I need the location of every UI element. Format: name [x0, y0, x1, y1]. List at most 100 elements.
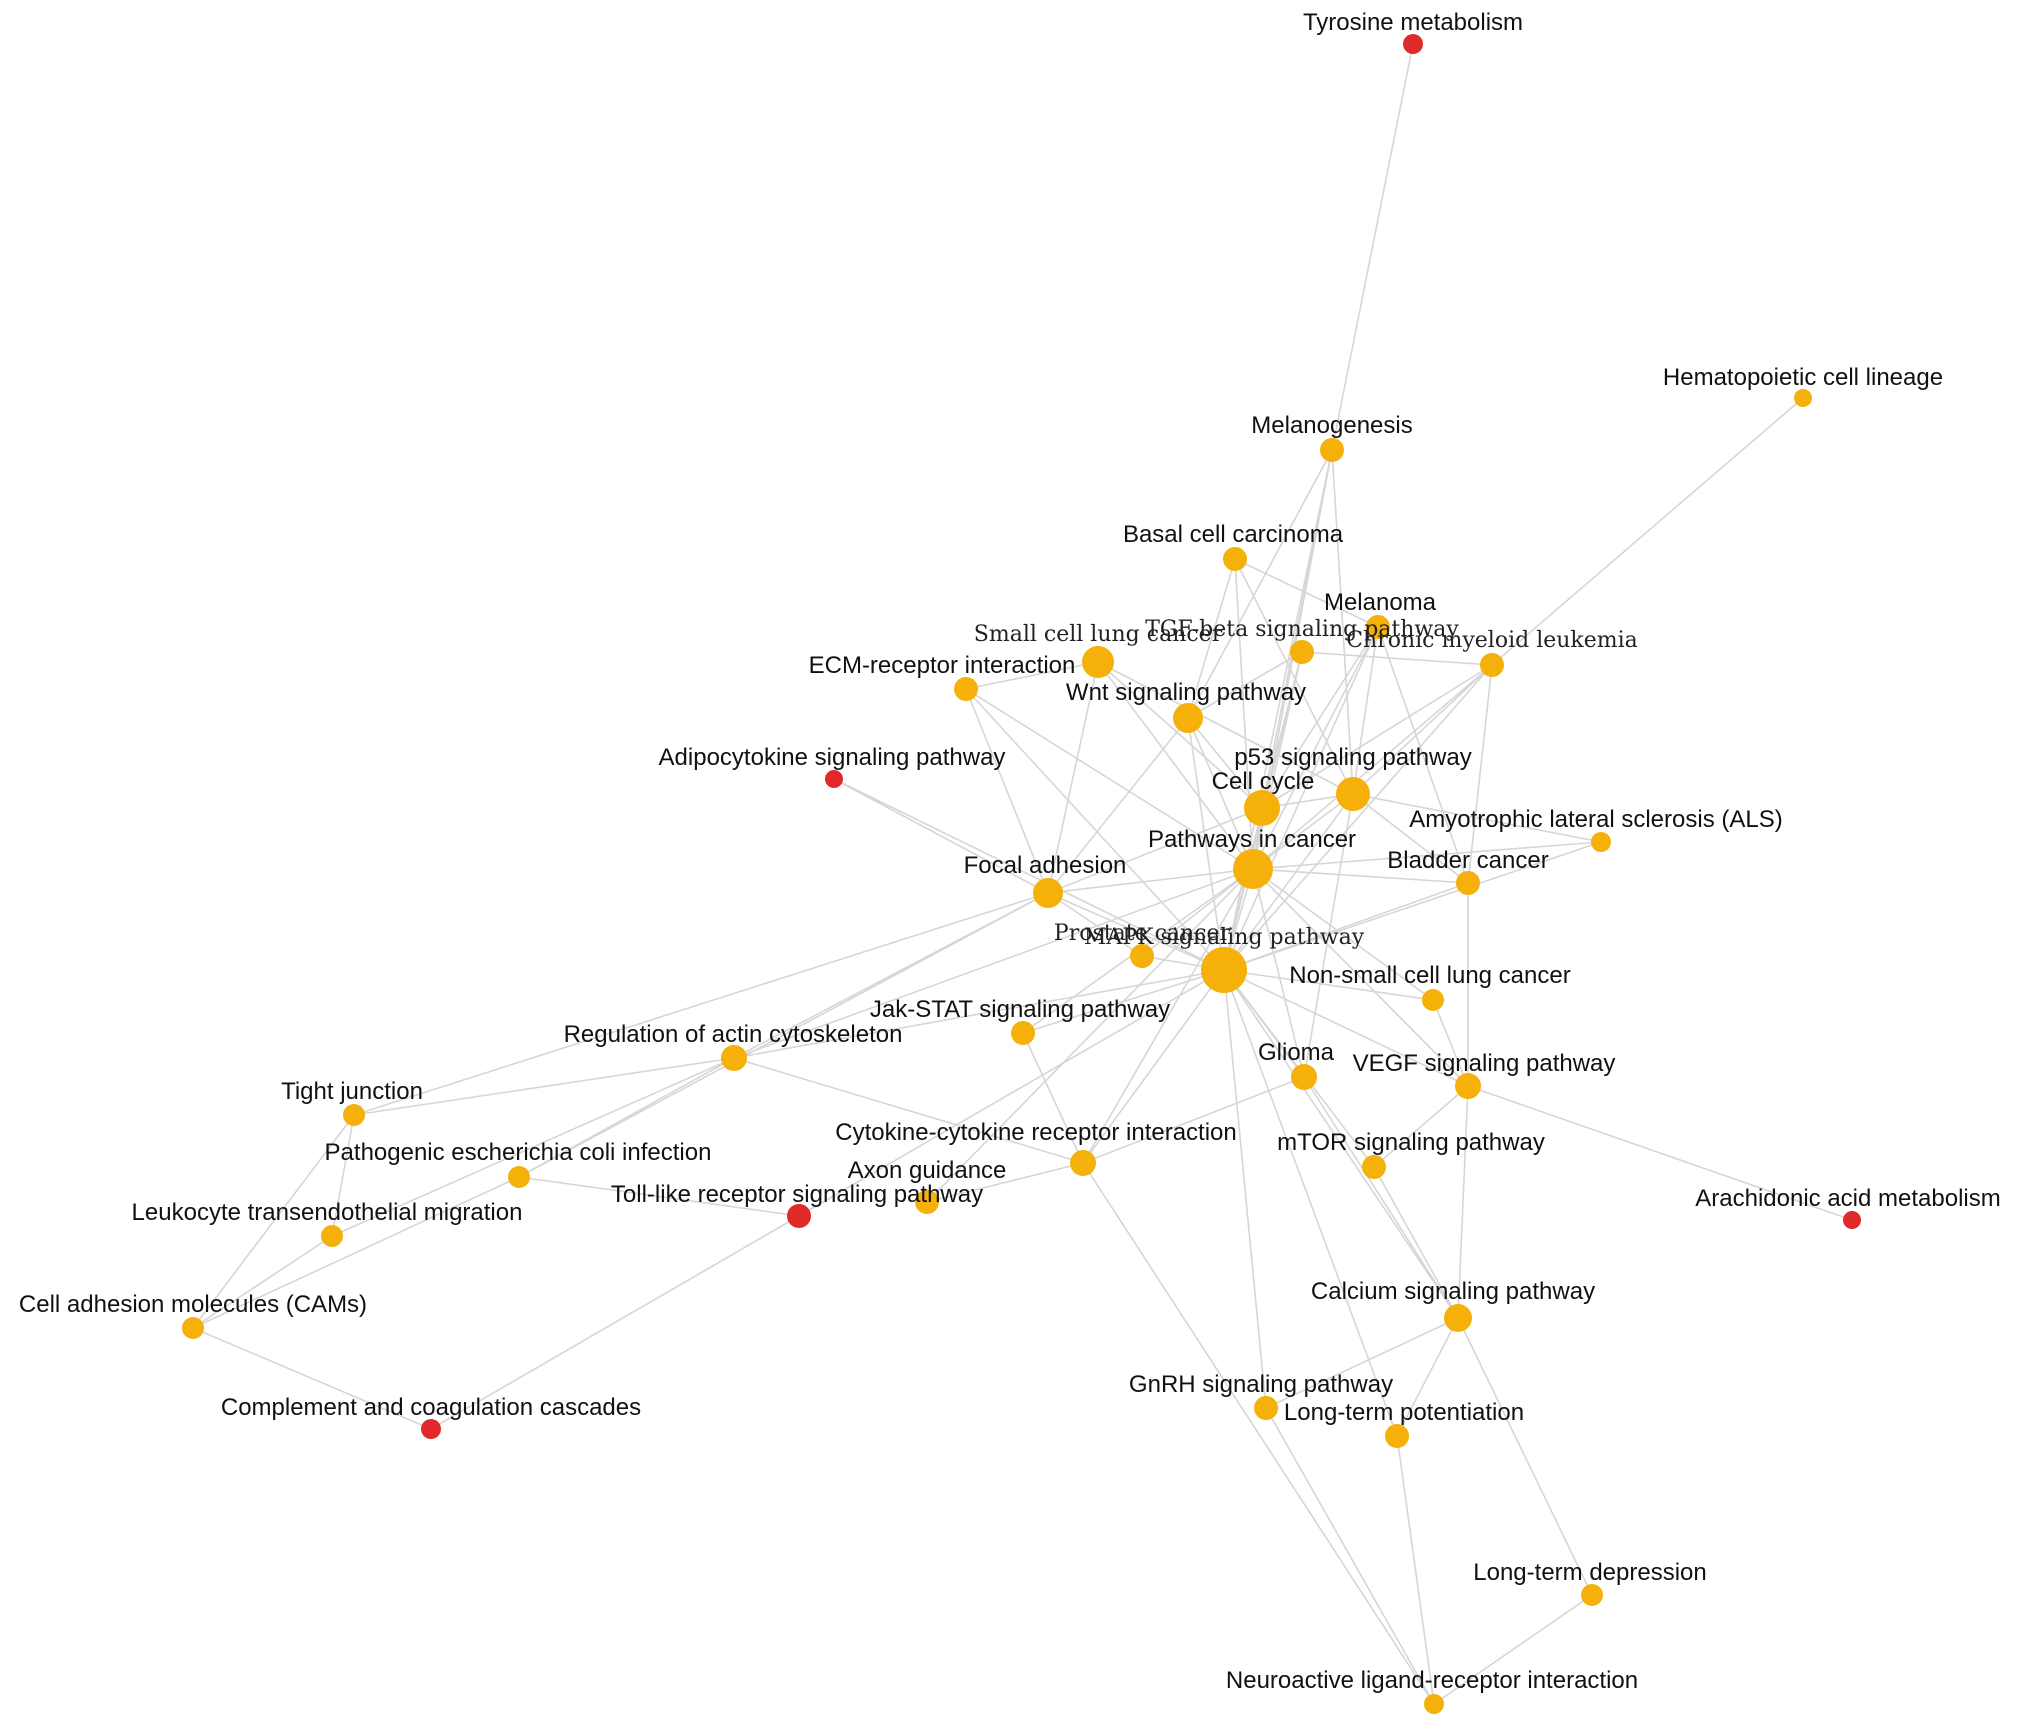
node-focal[interactable]: [1033, 878, 1063, 908]
edge-jakstat-cytokine: [1022, 1032, 1084, 1164]
node-label-tlr: Toll-like receptor signaling pathway: [611, 1181, 983, 1208]
node-label-calcium: Calcium signaling pathway: [1311, 1278, 1595, 1305]
node-hematopoietic[interactable]: [1794, 389, 1812, 407]
node-label-tyrosine: Tyrosine metabolism: [1303, 9, 1523, 36]
node-vegf[interactable]: [1455, 1073, 1481, 1099]
edge-focal-mapk: [1047, 892, 1225, 971]
node-tlr[interactable]: [787, 1204, 811, 1228]
node-prostate[interactable]: [1130, 944, 1154, 968]
node-ltp[interactable]: [1385, 1424, 1409, 1448]
node-complement[interactable]: [421, 1419, 441, 1439]
edge-pic-cytokine: [1082, 868, 1254, 1164]
node-label-adipo: Adipocytokine signaling pathway: [659, 744, 1006, 771]
edge-mapk-cytokine: [1082, 969, 1225, 1164]
edge-p53-mapk: [1223, 793, 1354, 971]
node-label-ecm: ECM-receptor interaction: [809, 652, 1076, 679]
edge-melanogenesis-wnt: [1187, 449, 1333, 719]
node-melanoma[interactable]: [1366, 615, 1390, 639]
edge-melanogenesis-cellcycle: [1261, 449, 1333, 809]
node-label-ecoli: Pathogenic escherichia coli infection: [325, 1139, 712, 1166]
node-label-ltp: Long-term potentiation: [1284, 1399, 1524, 1426]
node-bladder[interactable]: [1456, 871, 1480, 895]
node-wnt[interactable]: [1173, 703, 1203, 733]
node-melanogenesis[interactable]: [1320, 438, 1344, 462]
node-label-actin: Regulation of actin cytoskeleton: [564, 1021, 903, 1048]
node-sclc[interactable]: [1082, 646, 1114, 678]
node-als[interactable]: [1591, 832, 1611, 852]
node-cams[interactable]: [182, 1317, 204, 1339]
node-label-sclc: Small cell lung cancer: [974, 622, 1223, 647]
node-basal[interactable]: [1223, 547, 1247, 571]
node-jakstat[interactable]: [1011, 1021, 1035, 1045]
node-p53[interactable]: [1336, 777, 1370, 811]
edge-melanogenesis-p53: [1331, 449, 1354, 795]
edge-ecm-mapk: [965, 688, 1225, 971]
edge-nsclc-vegf: [1432, 999, 1469, 1087]
edge-vegf-arachidonic: [1467, 1085, 1853, 1221]
node-label-cams: Cell adhesion molecules (CAMs): [19, 1291, 367, 1318]
node-mapk[interactable]: [1201, 947, 1247, 993]
edge-calcium-ltd: [1457, 1317, 1593, 1596]
node-label-wnt: Wnt signaling pathway: [1066, 679, 1306, 706]
edge-actin-leukocyte: [331, 1057, 735, 1237]
node-arachidonic[interactable]: [1843, 1211, 1861, 1229]
edge-pic-focal: [1047, 868, 1254, 894]
edge-wnt-cellcycle: [1187, 717, 1263, 809]
node-label-melanoma: Melanoma: [1324, 589, 1437, 616]
node-adipo[interactable]: [825, 770, 843, 788]
edge-cml-bladder: [1467, 664, 1493, 884]
node-nsclc[interactable]: [1422, 989, 1444, 1011]
node-label-pic: Pathways in cancer: [1148, 826, 1356, 853]
node-label-nsclc: Non-small cell lung cancer: [1289, 962, 1570, 989]
edge-basal-p53: [1234, 558, 1354, 795]
edge-ltd-neuro: [1433, 1594, 1593, 1705]
node-ltd[interactable]: [1581, 1584, 1603, 1606]
edge-mapk-tlr: [798, 969, 1225, 1217]
node-glioma[interactable]: [1291, 1064, 1317, 1090]
node-mtor[interactable]: [1362, 1155, 1386, 1179]
edge-tgfb-pic: [1252, 651, 1303, 870]
node-label-vegf: VEGF signaling pathway: [1353, 1050, 1616, 1077]
edge-adipo-focal: [833, 778, 1049, 894]
edge-sclc-focal: [1047, 661, 1099, 894]
node-gnrh[interactable]: [1254, 1396, 1278, 1420]
node-label-cellcycle: Cell cycle: [1212, 768, 1315, 795]
node-neuro[interactable]: [1424, 1694, 1444, 1714]
node-calcium[interactable]: [1444, 1304, 1472, 1332]
edge-cml-cellcycle: [1261, 664, 1493, 809]
node-cellcycle[interactable]: [1244, 790, 1280, 826]
node-ecm[interactable]: [954, 677, 978, 701]
node-label-mapk: MAPK signaling pathway: [1084, 925, 1365, 950]
edge-mapk-gnrh: [1223, 969, 1267, 1409]
edge-melanoma-pic: [1252, 626, 1379, 870]
edge-p53-bladder: [1352, 793, 1469, 884]
edge-sclc-ecm: [965, 661, 1099, 690]
edge-mtor-calcium: [1373, 1166, 1459, 1319]
node-leukocyte[interactable]: [321, 1225, 343, 1247]
node-ecoli[interactable]: [508, 1166, 530, 1188]
node-cytokine[interactable]: [1070, 1150, 1096, 1176]
node-tyrosine[interactable]: [1403, 34, 1423, 54]
edge-melanoma-p53: [1352, 626, 1379, 795]
node-pic[interactable]: [1233, 849, 1273, 889]
labels-layer: Tyrosine metabolism Hematopoietic cell li…: [19, 9, 2001, 1694]
node-axon[interactable]: [915, 1190, 939, 1214]
edge-leukocyte-cams: [192, 1235, 333, 1329]
edge-adipo-mapk: [833, 778, 1225, 971]
node-tgfb[interactable]: [1290, 640, 1314, 664]
node-label-prostate: Prostate cancer: [1054, 921, 1231, 946]
edge-basal-pic: [1234, 558, 1254, 870]
node-tight[interactable]: [343, 1104, 365, 1126]
edge-melanoma-cellcycle: [1261, 626, 1379, 809]
edge-cml-mapk: [1223, 664, 1493, 971]
node-label-leukocyte: Leukocyte transendothelial migration: [132, 1199, 523, 1226]
node-label-tgfb: TGF-beta signaling pathway: [1145, 617, 1459, 642]
node-label-als: Amyotrophic lateral sclerosis (ALS): [1409, 806, 1782, 833]
node-actin[interactable]: [721, 1045, 747, 1071]
edge-mapk-jakstat: [1022, 969, 1225, 1034]
node-label-gnrh: GnRH signaling pathway: [1129, 1371, 1393, 1398]
edge-cams-complement: [192, 1327, 432, 1430]
node-cml[interactable]: [1480, 653, 1504, 677]
edge-glioma-calcium: [1303, 1076, 1459, 1319]
